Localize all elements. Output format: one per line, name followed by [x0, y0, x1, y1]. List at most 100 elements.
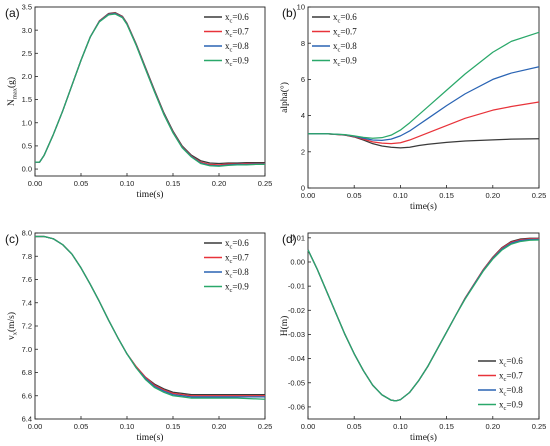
y-tick-label: 0.00 — [290, 258, 305, 267]
legend: xc=0.6 xc=0.7 xc=0.8 xc=0.9 — [204, 238, 249, 294]
x-tick-label: 0.15 — [439, 191, 454, 200]
x-tick-label: 0.05 — [74, 422, 89, 431]
y-tick-label: 7.8 — [22, 252, 32, 261]
legend-label: xc=0.8 — [333, 41, 357, 53]
x-tick-label: 0.10 — [120, 422, 135, 431]
y-tick-label: 10 — [297, 3, 305, 12]
x-tick-label: 0.15 — [166, 179, 181, 188]
plot-frame — [34, 6, 266, 177]
y-tick-label: 4 — [301, 111, 305, 120]
y-tick-label: 2.5 — [22, 49, 32, 58]
y-tick-label: 8 — [301, 39, 305, 48]
x-tick-label: 0.00 — [28, 422, 43, 431]
y-tick-label: 1.5 — [22, 95, 32, 104]
y-tick-label: -0.01 — [288, 282, 305, 291]
x-tick-label: 0.20 — [485, 422, 500, 431]
y-tick-label: 6.4 — [22, 415, 32, 424]
x-tick-label: 0.10 — [393, 422, 408, 431]
plot-frame — [307, 232, 540, 420]
y-tick-label: 0 — [301, 184, 305, 193]
y-tick-label: 0.01 — [290, 233, 305, 242]
legend: xc=0.6 xc=0.7 xc=0.8 xc=0.9 — [312, 12, 357, 68]
panel-label: (b) — [282, 6, 297, 20]
x-tick-label: 0.20 — [212, 179, 227, 188]
y-axis-label: alpha(°) — [279, 82, 290, 113]
y-tick-label: 1.0 — [22, 118, 32, 127]
series-line-4 — [308, 31, 540, 139]
y-tick-label: 2.0 — [22, 72, 32, 81]
y-tick-label: -0.03 — [288, 330, 305, 339]
legend-label: xc=0.6 — [499, 356, 523, 368]
y-tick-label: 6.8 — [22, 368, 32, 377]
legend: xc=0.6 xc=0.7 xc=0.8 xc=0.9 — [478, 356, 523, 412]
x-tick-label: 0.25 — [258, 422, 273, 431]
x-tick-label: 0.15 — [166, 422, 181, 431]
series-line-4 — [307, 239, 540, 402]
legend-label: xc=0.8 — [225, 41, 249, 53]
legend-label: xc=0.7 — [499, 371, 523, 383]
x-tick-label: 0.10 — [393, 191, 408, 200]
y-tick-label: 7.0 — [22, 345, 32, 354]
chart-panel-1: 0.00 0.05 0.10 0.15 0.20 0.25 0.0 0.5 1.0 1.5 2.0 2… — [5, 3, 272, 200]
plot-frame — [307, 6, 540, 189]
legend-label: xc=0.6 — [333, 12, 357, 24]
x-tick-label: 0.10 — [120, 179, 135, 188]
x-tick-label: 0.00 — [301, 191, 316, 200]
panel-label: (d) — [282, 232, 297, 246]
x-tick-label: 0.00 — [301, 422, 316, 431]
x-tick-label: 0.25 — [258, 179, 273, 188]
legend-label: xc=0.9 — [225, 56, 249, 68]
panel-label: (a) — [5, 6, 20, 20]
panel-label: (c) — [5, 232, 19, 246]
y-tick-label: 6.6 — [22, 391, 32, 400]
legend-label: xc=0.6 — [225, 238, 249, 250]
y-tick-label: 0.0 — [22, 165, 32, 174]
y-tick-label: 7.6 — [22, 275, 32, 284]
chart-panel-4: 0.00 0.05 0.10 0.15 0.20 0.25 -0.06 -0.05 -0.04 -… — [279, 232, 546, 443]
x-tick-label: 0.05 — [74, 179, 89, 188]
y-tick-label: -0.02 — [288, 306, 305, 315]
legend: xc=0.6 xc=0.7 xc=0.8 xc=0.9 — [204, 12, 249, 68]
y-tick-label: -0.04 — [288, 354, 305, 363]
y-tick-label: 8.0 — [22, 229, 32, 238]
legend-label: xc=0.9 — [225, 282, 249, 294]
y-axis-label: Nmax(g) — [6, 77, 19, 106]
chart-panel-2: 0.00 0.05 0.10 0.15 0.20 0.25 0 2 4 6 8 10 time(s) al… — [279, 3, 546, 212]
legend-label: xc=0.8 — [499, 385, 523, 397]
x-tick-label: 0.20 — [485, 191, 500, 200]
legend-label: xc=0.9 — [333, 56, 357, 68]
x-axis-label: time(s) — [410, 201, 437, 212]
legend-label: xc=0.8 — [225, 267, 249, 279]
series-line-4 — [35, 235, 266, 400]
y-tick-label: 3.0 — [22, 26, 32, 35]
x-tick-label: 0.20 — [212, 422, 227, 431]
legend-label: xc=0.9 — [499, 400, 523, 412]
plot-frame — [34, 232, 266, 420]
y-tick-label: -0.05 — [288, 378, 305, 387]
y-tick-label: 0.5 — [22, 142, 32, 151]
legend-label: xc=0.6 — [225, 12, 249, 24]
x-tick-label: 0.25 — [532, 422, 547, 431]
legend-label: xc=0.7 — [225, 27, 249, 39]
x-tick-label: 0.15 — [439, 422, 454, 431]
y-tick-label: 7.2 — [22, 322, 32, 331]
x-tick-label: 0.25 — [532, 191, 547, 200]
x-axis-label: time(s) — [137, 432, 164, 443]
y-tick-label: -0.06 — [288, 403, 305, 412]
x-tick-label: 0.05 — [347, 422, 362, 431]
y-axis-label: H(m) — [279, 316, 290, 337]
chart-panel-3: 0.00 0.05 0.10 0.15 0.20 0.25 6.4 6.6 6.8 7.0 7.2 7… — [5, 229, 272, 443]
x-axis-label: time(s) — [137, 189, 164, 200]
x-axis-label: time(s) — [410, 432, 437, 443]
y-tick-label: 2 — [301, 147, 305, 156]
series-line-4 — [35, 13, 265, 167]
y-tick-label: 3.5 — [22, 3, 32, 12]
y-tick-label: 6 — [301, 75, 305, 84]
x-tick-label: 0.00 — [28, 179, 43, 188]
y-tick-label: 7.4 — [22, 298, 32, 307]
x-tick-label: 0.05 — [347, 191, 362, 200]
y-axis-label: vx(m/s) — [6, 312, 19, 340]
legend-label: xc=0.7 — [333, 27, 357, 39]
legend-label: xc=0.7 — [225, 253, 249, 265]
